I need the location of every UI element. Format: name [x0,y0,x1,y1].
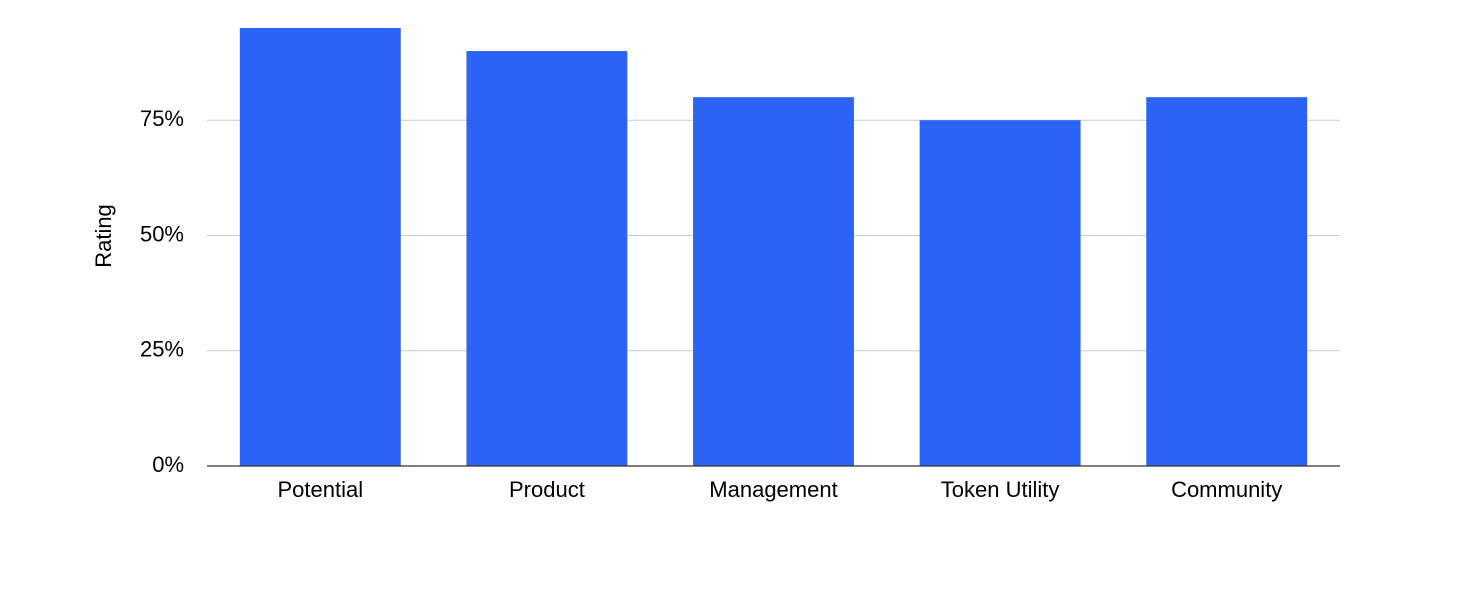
bar [919,120,1081,467]
x-tick-label: Token Utility [941,477,1060,502]
y-tick-label: 0% [152,452,184,477]
x-tick-label: Community [1171,477,1282,502]
x-tick-label: Potential [277,477,363,502]
y-tick-label: 50% [140,221,184,246]
x-tick-label: Management [709,477,837,502]
y-tick-label: 75% [140,106,184,131]
bar [693,97,854,466]
bar [466,51,628,466]
bar [239,28,401,466]
bar [1146,97,1308,466]
y-axis-title: Rating [91,204,116,268]
y-tick-label: 25% [140,337,184,362]
x-tick-label: Product [509,477,585,502]
